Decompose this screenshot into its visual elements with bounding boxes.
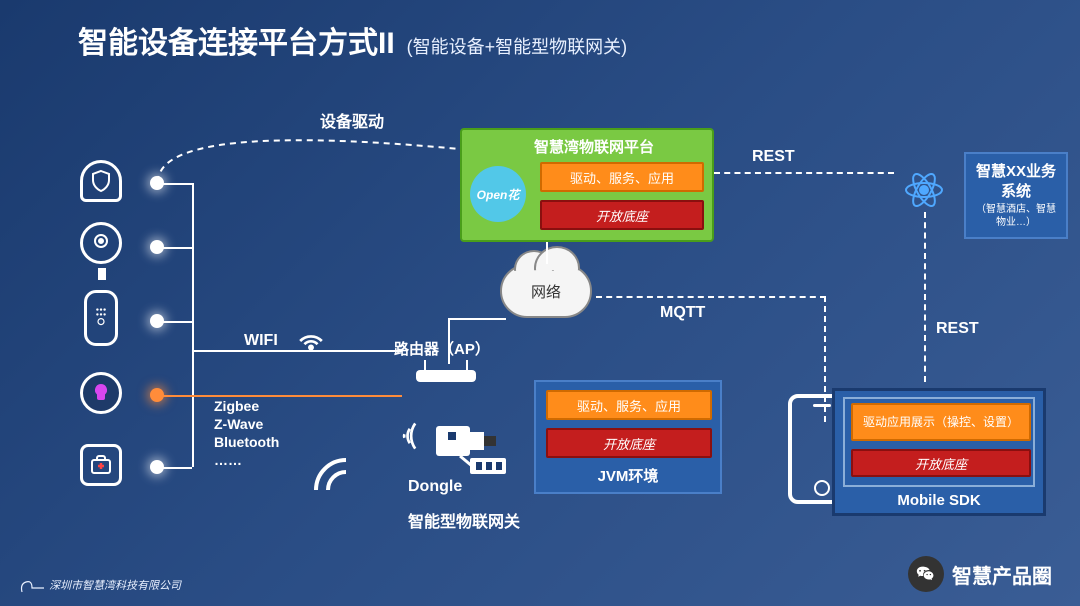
l3: [157, 321, 192, 323]
mobile-red: 开放底座: [851, 449, 1031, 477]
biz-box: 智慧XX业务系统 （智慧酒店、智慧物业…）: [964, 152, 1068, 239]
mobile-box: 驱动应用展示（操控、设置） 开放底座 Mobile SDK: [832, 388, 1046, 516]
remote-icon: [84, 290, 118, 346]
wechat-icon: [908, 556, 944, 592]
footer-right: 智慧产品圈: [908, 556, 1052, 592]
platform-title: 智慧湾物联网平台: [534, 136, 654, 157]
router-icon: [416, 370, 476, 382]
line-cloud-router-h: [448, 318, 506, 320]
l1: [157, 183, 192, 185]
title-sub: (智能设备+智能型物联网关): [407, 33, 628, 59]
biz-title: 智慧XX业务系统: [976, 163, 1056, 200]
line-cloud-router-v: [448, 318, 450, 364]
wave-icon: [390, 418, 426, 454]
dash-rest1: [714, 172, 894, 174]
l4-orange: [157, 395, 402, 397]
lbl-more: ……: [214, 452, 242, 468]
lbl-rest2: REST: [936, 320, 979, 338]
platform-orange: 驱动、服务、应用: [540, 162, 704, 192]
dash-rest2: [924, 212, 926, 382]
atom-icon: [902, 168, 946, 212]
medkit-icon: [80, 444, 122, 486]
wifi-icon: [298, 328, 324, 350]
lbl-dongle: Dongle: [408, 478, 462, 496]
openhab-icon: Open花: [470, 166, 526, 222]
jvm-orange: 驱动、服务、应用: [546, 390, 712, 420]
l2: [157, 247, 192, 249]
lbl-wifi: WIFI: [244, 332, 278, 350]
cloud-icon: 网络: [500, 264, 592, 318]
platform-red: 开放底座: [540, 200, 704, 230]
lbl-bluetooth: Bluetooth: [214, 434, 279, 450]
lbl-rest1: REST: [752, 148, 795, 166]
join-vert: [192, 183, 194, 467]
title: 智能设备连接平台方式II (智能设备+智能型物联网关): [78, 18, 627, 62]
title-main: 智能设备连接平台方式II: [78, 18, 395, 62]
lbl-router: 路由器（AP）: [394, 338, 490, 359]
jvm-title: JVM环境: [536, 465, 720, 486]
lbl-mqtt: MQTT: [660, 304, 705, 322]
cloud-label: 网络: [531, 281, 561, 302]
bulb-icon: [80, 372, 122, 414]
h-to-router: [192, 350, 402, 352]
footer-left: 深圳市智慧湾科技有限公司: [18, 576, 181, 596]
platform-box: 智慧湾物联网平台 Open花 驱动、服务、应用 开放底座: [460, 128, 714, 242]
camera-icon: [80, 222, 122, 264]
shield-icon: [80, 160, 122, 202]
l5: [157, 467, 192, 469]
lbl-gateway: 智能型物联网关: [408, 508, 520, 532]
lbl-device-driver: 设备驱动: [320, 108, 384, 132]
camera-stand: [98, 268, 106, 280]
lbl-zigbee: Zigbee: [214, 398, 259, 414]
dash-mqtt-h: [596, 296, 826, 298]
wave-icon-2: [300, 452, 360, 512]
jvm-red: 开放底座: [546, 428, 712, 458]
mobile-title: Mobile SDK: [835, 492, 1043, 509]
lbl-zwave: Z-Wave: [214, 416, 263, 432]
arc-line: [150, 110, 480, 190]
dongle-icon: [430, 408, 510, 483]
mobile-orange: 驱动应用展示（操控、设置）: [851, 403, 1031, 441]
line-plat-cloud: [546, 242, 548, 264]
biz-sub: （智慧酒店、智慧物业…）: [976, 203, 1056, 229]
jvm-box: 驱动、服务、应用 开放底座 JVM环境: [534, 380, 722, 494]
